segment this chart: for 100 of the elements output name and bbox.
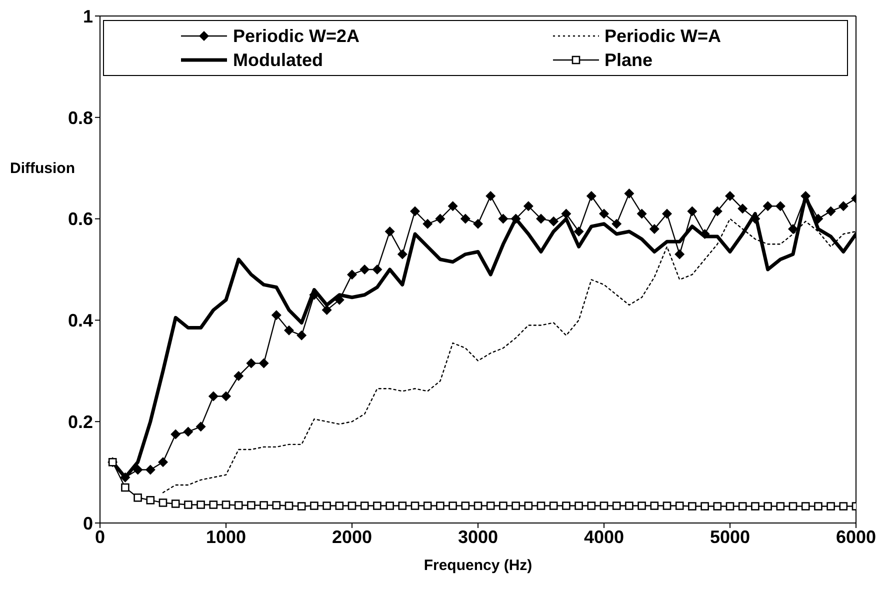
point	[146, 496, 155, 504]
point	[586, 190, 596, 201]
y-tick-label: 0.4	[68, 310, 93, 331]
point	[171, 500, 180, 508]
point	[397, 249, 408, 260]
point	[512, 502, 520, 510]
y-tick-label: 0.2	[68, 412, 93, 432]
point	[410, 502, 420, 510]
point	[435, 214, 446, 224]
point	[486, 502, 495, 510]
point	[436, 502, 444, 510]
x-tick-label: 2000	[332, 526, 372, 547]
point	[725, 190, 735, 201]
x-tick-label: 1000	[206, 526, 246, 547]
x-tick-label: 3000	[458, 526, 498, 547]
point	[284, 325, 294, 336]
point	[120, 472, 130, 482]
point	[196, 500, 205, 509]
point	[650, 502, 659, 510]
point	[121, 483, 130, 492]
point	[524, 502, 533, 510]
point	[687, 206, 698, 216]
point	[536, 214, 546, 224]
legend-label: Periodic W=A	[604, 26, 722, 46]
point	[132, 464, 143, 475]
point	[246, 358, 256, 368]
point	[234, 501, 243, 510]
point	[247, 501, 256, 510]
legend-label: Periodic W=2A	[233, 26, 360, 46]
point	[335, 502, 344, 510]
x-tick-label: 5000	[710, 526, 750, 547]
point	[222, 500, 230, 509]
point	[751, 502, 760, 510]
point	[448, 502, 457, 510]
point	[296, 330, 307, 340]
point	[284, 502, 294, 510]
x-tick-label: 6000	[836, 526, 876, 547]
point	[234, 370, 244, 381]
point	[322, 502, 331, 510]
point	[170, 429, 181, 440]
y-tick-label: 0.8	[68, 108, 93, 128]
point	[510, 214, 521, 224]
legend-label: Modulated	[233, 50, 323, 70]
point	[134, 494, 142, 502]
point	[612, 218, 622, 229]
point	[499, 502, 508, 510]
point	[561, 208, 572, 219]
point	[258, 358, 269, 368]
point	[762, 201, 773, 212]
x-axis-title: Frequency (Hz)	[424, 557, 532, 574]
point	[775, 201, 786, 212]
y-axis-title: Diffusion	[10, 160, 75, 177]
point	[523, 201, 534, 212]
point	[674, 249, 685, 260]
point	[448, 201, 458, 212]
point	[814, 502, 822, 510]
point	[184, 500, 192, 509]
point	[801, 502, 810, 510]
point	[461, 502, 470, 510]
point	[372, 264, 382, 274]
point	[713, 502, 722, 510]
point	[360, 264, 370, 274]
point	[776, 502, 785, 510]
point	[158, 498, 168, 507]
point	[196, 422, 206, 432]
point	[208, 391, 218, 402]
point	[486, 190, 496, 201]
point	[700, 502, 709, 510]
point	[688, 502, 696, 510]
point	[145, 464, 156, 475]
point	[474, 502, 482, 510]
point	[310, 502, 318, 510]
point	[322, 305, 332, 316]
point	[347, 270, 357, 280]
y-tick-label: 0.6	[68, 209, 93, 230]
point	[636, 208, 647, 219]
point	[649, 224, 660, 234]
point	[838, 201, 848, 212]
point	[348, 502, 356, 510]
point	[624, 188, 634, 198]
point	[272, 501, 281, 510]
legend-label: Plane	[604, 50, 653, 70]
point	[826, 206, 836, 216]
point	[373, 502, 382, 510]
point	[738, 502, 747, 510]
point	[712, 206, 722, 216]
point	[612, 502, 621, 510]
point	[183, 426, 194, 437]
point	[826, 502, 835, 510]
point	[599, 208, 609, 219]
point	[638, 502, 646, 510]
point	[410, 206, 420, 216]
point	[221, 391, 231, 402]
point	[536, 502, 546, 510]
point	[764, 502, 772, 510]
y-tick-label: 0	[82, 513, 93, 534]
point	[209, 500, 218, 509]
point	[562, 502, 570, 510]
point	[625, 502, 634, 510]
point	[662, 502, 672, 510]
